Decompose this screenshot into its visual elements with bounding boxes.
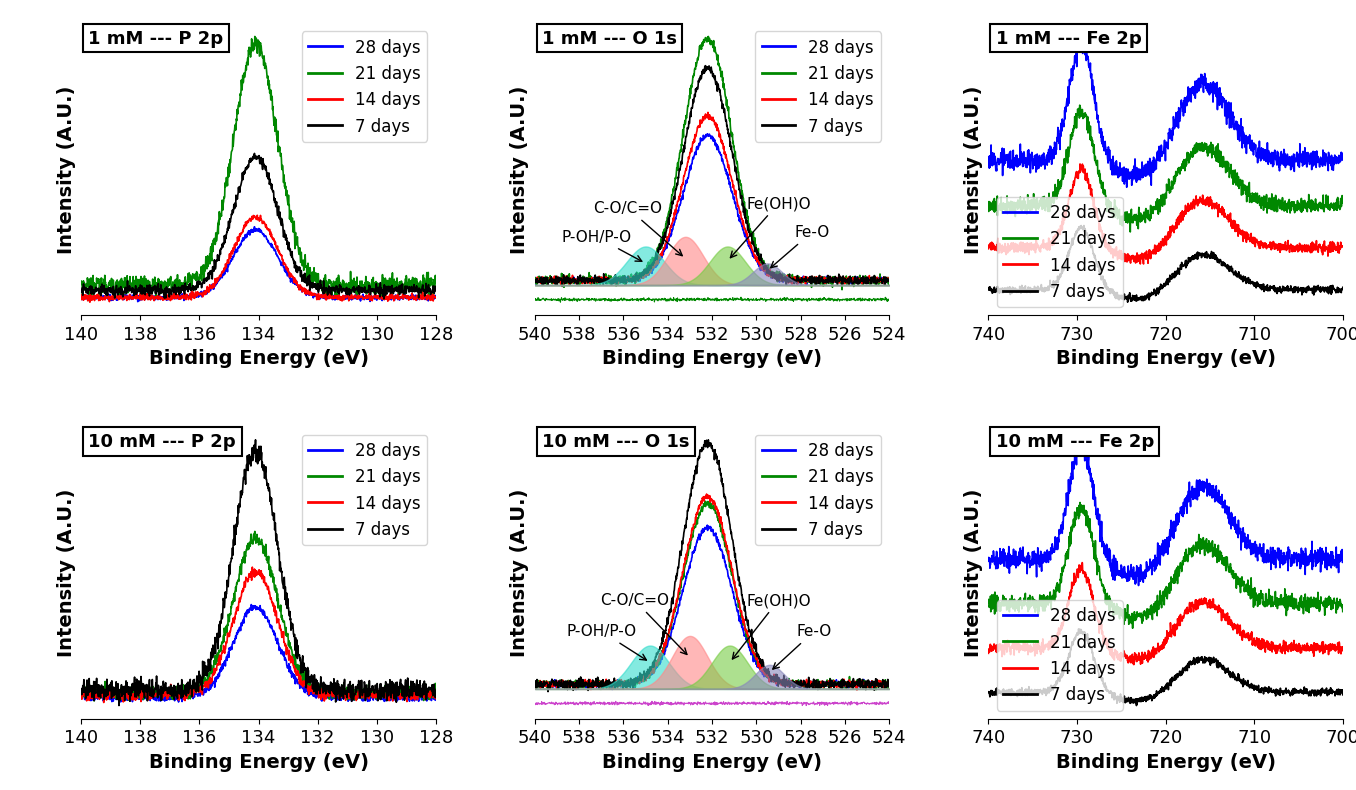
Text: Fe(OH)O: Fe(OH)O [731, 196, 811, 258]
Legend: 28 days, 21 days, 14 days, 7 days: 28 days, 21 days, 14 days, 7 days [755, 32, 880, 142]
Y-axis label: Intensity (A.U.): Intensity (A.U.) [510, 85, 529, 254]
X-axis label: Binding Energy (eV): Binding Energy (eV) [1055, 752, 1275, 771]
Text: Fe-O: Fe-O [770, 225, 829, 268]
Text: 1 mM --- Fe 2p: 1 mM --- Fe 2p [995, 29, 1140, 47]
Y-axis label: Intensity (A.U.): Intensity (A.U.) [57, 85, 76, 254]
Text: 1 mM --- P 2p: 1 mM --- P 2p [88, 29, 224, 47]
Y-axis label: Intensity (A.U.): Intensity (A.U.) [57, 489, 76, 657]
X-axis label: Binding Energy (eV): Binding Energy (eV) [602, 752, 822, 771]
Text: 10 mM --- Fe 2p: 10 mM --- Fe 2p [995, 433, 1154, 450]
Text: 10 mM --- P 2p: 10 mM --- P 2p [88, 433, 236, 450]
Legend: 28 days, 21 days, 14 days, 7 days: 28 days, 21 days, 14 days, 7 days [997, 600, 1123, 710]
Text: Fe(OH)O: Fe(OH)O [732, 592, 811, 659]
X-axis label: Binding Energy (eV): Binding Energy (eV) [149, 349, 369, 368]
Y-axis label: Intensity (A.U.): Intensity (A.U.) [964, 489, 983, 657]
Legend: 28 days, 21 days, 14 days, 7 days: 28 days, 21 days, 14 days, 7 days [301, 435, 427, 545]
Legend: 28 days, 21 days, 14 days, 7 days: 28 days, 21 days, 14 days, 7 days [301, 32, 427, 142]
Text: 10 mM --- O 1s: 10 mM --- O 1s [542, 433, 689, 450]
Legend: 28 days, 21 days, 14 days, 7 days: 28 days, 21 days, 14 days, 7 days [997, 198, 1123, 307]
Text: P-OH/P-O: P-OH/P-O [567, 624, 647, 660]
Text: P-OH/P-O: P-OH/P-O [561, 230, 641, 261]
Y-axis label: Intensity (A.U.): Intensity (A.U.) [964, 85, 983, 254]
Text: C-O/C=O: C-O/C=O [594, 201, 682, 256]
Text: Fe-O: Fe-O [773, 624, 831, 669]
X-axis label: Binding Energy (eV): Binding Energy (eV) [149, 752, 369, 771]
Y-axis label: Intensity (A.U.): Intensity (A.U.) [510, 489, 529, 657]
Legend: 28 days, 21 days, 14 days, 7 days: 28 days, 21 days, 14 days, 7 days [755, 435, 880, 545]
Text: 1 mM --- O 1s: 1 mM --- O 1s [542, 29, 677, 47]
X-axis label: Binding Energy (eV): Binding Energy (eV) [1055, 349, 1275, 368]
X-axis label: Binding Energy (eV): Binding Energy (eV) [602, 349, 822, 368]
Text: C-O/C=O: C-O/C=O [599, 592, 686, 655]
